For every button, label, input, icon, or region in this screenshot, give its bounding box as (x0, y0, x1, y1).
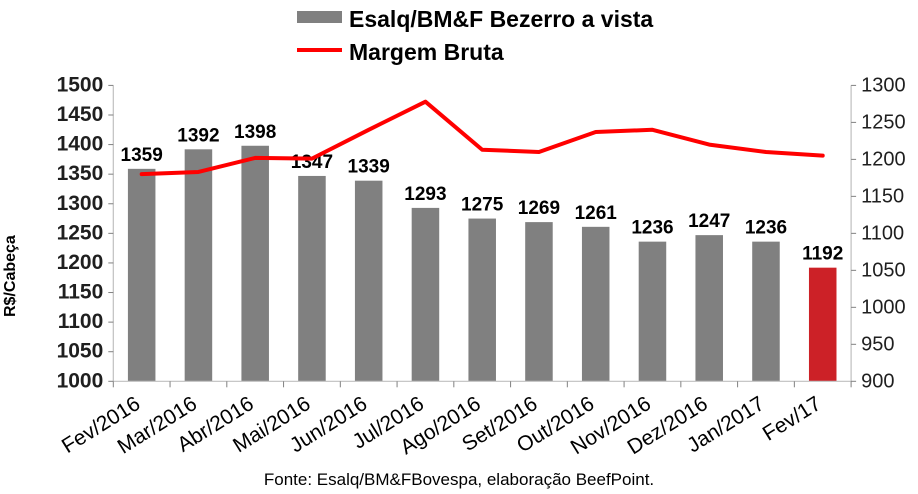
svg-text:1275: 1275 (461, 195, 504, 216)
svg-text:1300: 1300 (57, 192, 104, 215)
svg-text:1293: 1293 (404, 184, 446, 205)
svg-text:1500: 1500 (57, 73, 104, 96)
svg-text:1350: 1350 (57, 162, 104, 185)
svg-text:1400: 1400 (57, 133, 104, 156)
svg-text:1236: 1236 (745, 218, 787, 239)
svg-text:1192: 1192 (802, 244, 843, 265)
svg-text:1200: 1200 (861, 148, 906, 170)
svg-text:1261: 1261 (575, 203, 618, 224)
svg-text:1347: 1347 (291, 152, 333, 173)
svg-text:1450: 1450 (57, 103, 104, 126)
svg-text:1250: 1250 (57, 221, 104, 244)
svg-text:1050: 1050 (861, 259, 906, 281)
svg-text:1236: 1236 (631, 218, 673, 239)
svg-text:1100: 1100 (58, 310, 104, 333)
svg-text:1269: 1269 (518, 198, 560, 219)
svg-text:1339: 1339 (348, 157, 390, 178)
svg-text:950: 950 (861, 333, 894, 355)
svg-text:1359: 1359 (121, 145, 163, 166)
svg-text:1392: 1392 (177, 125, 219, 146)
svg-text:1000: 1000 (57, 369, 104, 392)
svg-text:1050: 1050 (57, 340, 104, 363)
svg-text:Fev/17: Fev/17 (759, 392, 826, 446)
svg-text:1150: 1150 (861, 185, 904, 207)
svg-text:1200: 1200 (57, 251, 104, 274)
svg-text:1000: 1000 (861, 296, 906, 318)
svg-text:1300: 1300 (861, 74, 906, 96)
svg-text:1100: 1100 (861, 222, 904, 244)
svg-text:1250: 1250 (861, 111, 906, 133)
svg-text:1247: 1247 (688, 211, 730, 232)
svg-text:1150: 1150 (58, 281, 104, 304)
svg-text:900: 900 (861, 370, 894, 392)
svg-text:1398: 1398 (234, 122, 276, 143)
